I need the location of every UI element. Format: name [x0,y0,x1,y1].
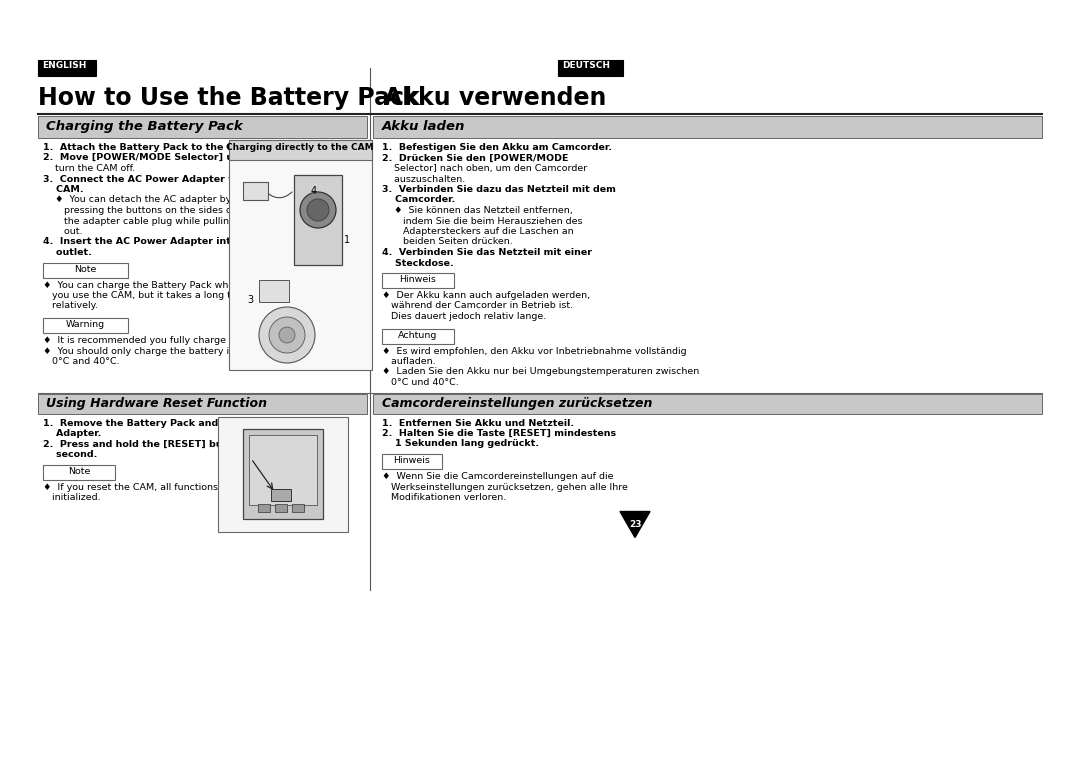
Bar [249,434,318,504]
Text: indem Sie die beim Herausziehen des: indem Sie die beim Herausziehen des [382,217,582,226]
Text: initialized.: initialized. [43,493,100,502]
Circle shape [300,192,336,228]
Text: Dies dauert jedoch relativ lange.: Dies dauert jedoch relativ lange. [382,312,546,321]
Text: ♦  Laden Sie den Akku nur bei Umgebungstemperaturen zwischen: ♦ Laden Sie den Akku nur bei Umgebungste… [382,368,699,376]
Text: Warning: Warning [66,320,105,329]
Bar [558,60,623,76]
Text: DEUTSCH: DEUTSCH [562,61,610,70]
Text: Adapter.: Adapter. [43,429,102,438]
Text: How to Use the Battery Pack: How to Use the Battery Pack [38,86,420,110]
Text: Akku verwenden: Akku verwenden [384,86,606,110]
Bar [243,429,323,519]
Text: während der Camcorder in Betrieb ist.: während der Camcorder in Betrieb ist. [382,301,573,311]
Text: Selector] nach oben, um den Camcorder: Selector] nach oben, um den Camcorder [382,164,588,173]
Text: Modifikationen verloren.: Modifikationen verloren. [382,493,507,502]
Text: ♦  You should only charge the battery in an environment between: ♦ You should only charge the battery in … [43,346,357,356]
Bar [275,504,287,511]
Text: ♦  Es wird empfohlen, den Akku vor Inbetriebnahme vollständig: ♦ Es wird empfohlen, den Akku vor Inbetr… [382,346,687,356]
Circle shape [269,317,305,353]
Bar [229,140,372,370]
Bar [43,318,129,333]
Text: out.: out. [43,227,82,236]
Text: 1.  Attach the Battery Pack to the CAM.: 1. Attach the Battery Pack to the CAM. [43,143,254,152]
Text: 4.  Verbinden Sie das Netzteil mit einer: 4. Verbinden Sie das Netzteil mit einer [382,248,592,257]
Polygon shape [620,511,650,537]
Text: 23: 23 [629,520,642,529]
Text: 2.  Drücken Sie den [POWER/MODE: 2. Drücken Sie den [POWER/MODE [382,153,568,163]
Bar [43,465,114,479]
Text: the adapter cable plug while pulling it: the adapter cable plug while pulling it [43,217,244,226]
Text: 3.  Verbinden Sie dazu das Netzteil mit dem: 3. Verbinden Sie dazu das Netzteil mit d… [382,185,616,194]
Text: ♦  Sie können das Netzteil entfernen,: ♦ Sie können das Netzteil entfernen, [382,206,572,215]
Text: Achtung: Achtung [399,330,437,340]
Text: 3.  Connect the AC Power Adapter with the: 3. Connect the AC Power Adapter with the [43,175,272,183]
Bar [38,116,367,138]
Text: Hinweis: Hinweis [400,275,436,284]
Bar [258,504,270,511]
Bar [271,488,291,501]
Text: pressing the buttons on the sides of: pressing the buttons on the sides of [43,206,235,215]
Bar [259,280,289,302]
Text: Camcorder.: Camcorder. [382,195,456,204]
Text: Akku laden: Akku laden [382,120,465,133]
Bar [229,140,372,160]
Text: auszuschalten.: auszuschalten. [382,175,465,183]
Text: ♦  If you reset the CAM, all functions you set are: ♦ If you reset the CAM, all functions yo… [43,482,274,491]
Text: outlet.: outlet. [43,248,92,257]
Text: ♦  It is recommended you fully charge the Battery Pack before use.: ♦ It is recommended you fully charge the… [43,336,364,345]
Text: 0°C und 40°C.: 0°C und 40°C. [382,378,459,387]
Text: 2.  Press and hold the [RESET] button over one: 2. Press and hold the [RESET] button ove… [43,439,295,449]
Bar [38,394,367,414]
Text: 1 Sekunden lang gedrückt.: 1 Sekunden lang gedrückt. [382,439,539,449]
Text: 4.  Insert the AC Power Adapter into the: 4. Insert the AC Power Adapter into the [43,237,258,246]
Text: Hinweis: Hinweis [393,456,431,465]
Bar [218,417,348,532]
Text: 1: 1 [345,235,350,245]
Text: 4: 4 [311,186,318,196]
Circle shape [259,307,315,363]
Bar [243,182,268,200]
Text: you use the CAM, but it takes a long time: you use the CAM, but it takes a long tim… [43,291,248,300]
Text: Charging directly to the CAM: Charging directly to the CAM [226,143,374,152]
Bar [373,116,1042,138]
Bar [43,262,129,278]
Circle shape [307,199,329,221]
Text: 1.  Befestigen Sie den Akku am Camcorder.: 1. Befestigen Sie den Akku am Camcorder. [382,143,612,152]
Text: CAM.: CAM. [43,185,83,194]
Bar [294,175,342,265]
Bar [382,454,442,469]
Text: beiden Seiten drücken.: beiden Seiten drücken. [382,237,513,246]
Text: Camcordereinstellungen zurücksetzen: Camcordereinstellungen zurücksetzen [382,398,652,410]
Text: ♦  You can detach the AC adapter by: ♦ You can detach the AC adapter by [43,195,231,204]
Text: Using Hardware Reset Function: Using Hardware Reset Function [46,398,267,410]
Text: 2.  Halten Sie die Taste [RESET] mindestens: 2. Halten Sie die Taste [RESET] mindeste… [382,429,616,438]
Text: 3: 3 [247,295,253,305]
Bar [292,504,303,511]
Text: Note: Note [68,466,91,475]
Bar [373,394,1042,414]
Text: 1.  Entfernen Sie Akku und Netzteil.: 1. Entfernen Sie Akku und Netzteil. [382,418,575,427]
Text: turn the CAM off.: turn the CAM off. [43,164,135,173]
Text: 1.  Remove the Battery Pack and the AC Power: 1. Remove the Battery Pack and the AC Po… [43,418,294,427]
Text: ♦  Der Akku kann auch aufgeladen werden,: ♦ Der Akku kann auch aufgeladen werden, [382,291,590,300]
Text: Note: Note [73,265,96,273]
Text: Steckdose.: Steckdose. [382,259,454,268]
Text: Charging the Battery Pack: Charging the Battery Pack [46,120,243,133]
Text: ♦  Wenn Sie die Camcordereinstellungen auf die: ♦ Wenn Sie die Camcordereinstellungen au… [382,472,613,481]
Bar [38,60,96,76]
Bar [382,329,454,343]
Bar [382,273,454,288]
Text: Werkseinstellungen zurücksetzen, gehen alle Ihre: Werkseinstellungen zurücksetzen, gehen a… [382,482,627,491]
Text: ♦  You can charge the Battery Pack when: ♦ You can charge the Battery Pack when [43,281,240,289]
Text: 0°C and 40°C.: 0°C and 40°C. [43,357,120,366]
Text: relatively.: relatively. [43,301,98,311]
Text: aufladen.: aufladen. [382,357,435,366]
Text: Adaptersteckers auf die Laschen an: Adaptersteckers auf die Laschen an [382,227,573,236]
Circle shape [279,327,295,343]
Text: ENGLISH: ENGLISH [42,61,86,70]
Text: second.: second. [43,450,97,459]
Text: 2.  Move [POWER/MODE Selector] up to: 2. Move [POWER/MODE Selector] up to [43,153,254,163]
